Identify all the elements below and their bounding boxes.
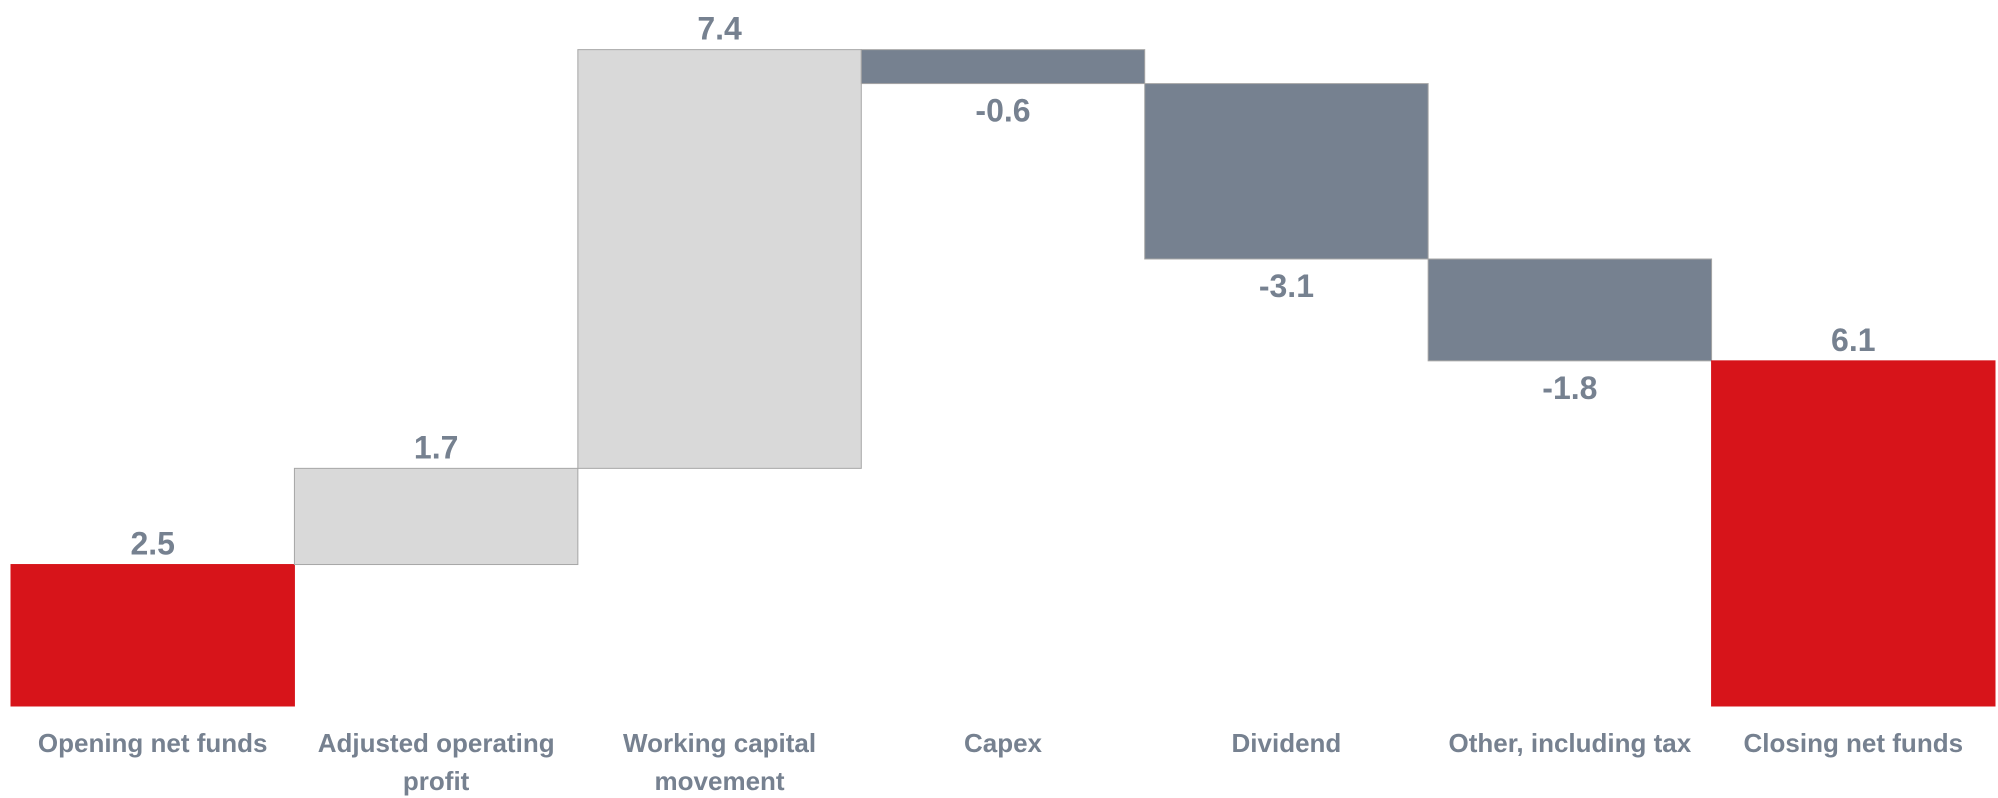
bar <box>10 564 295 707</box>
value-label: 2.5 <box>130 526 174 562</box>
value-label: -0.6 <box>975 93 1030 129</box>
x-tick-label: Dividend <box>1231 728 1342 758</box>
x-tick-label: Adjusted operating profit <box>317 728 555 796</box>
bar <box>1144 83 1429 260</box>
value-label: 6.1 <box>1831 322 1875 358</box>
x-tick-label: Capex <box>963 728 1043 758</box>
value-label: 7.4 <box>697 11 742 47</box>
x-tick-label: Working capital movement <box>623 728 817 796</box>
bar <box>293 467 579 566</box>
x-tick-label: Closing net funds <box>1743 728 1964 758</box>
bar <box>860 49 1146 85</box>
x-tick-label: Other, including tax <box>1448 728 1692 758</box>
bar <box>1711 360 1996 707</box>
value-label: -1.8 <box>1542 370 1597 406</box>
bar <box>1427 258 1713 362</box>
x-tick-label: Opening net funds <box>37 728 268 758</box>
value-label: 1.7 <box>414 429 458 465</box>
bar <box>577 49 862 469</box>
value-label: -3.1 <box>1259 268 1314 304</box>
